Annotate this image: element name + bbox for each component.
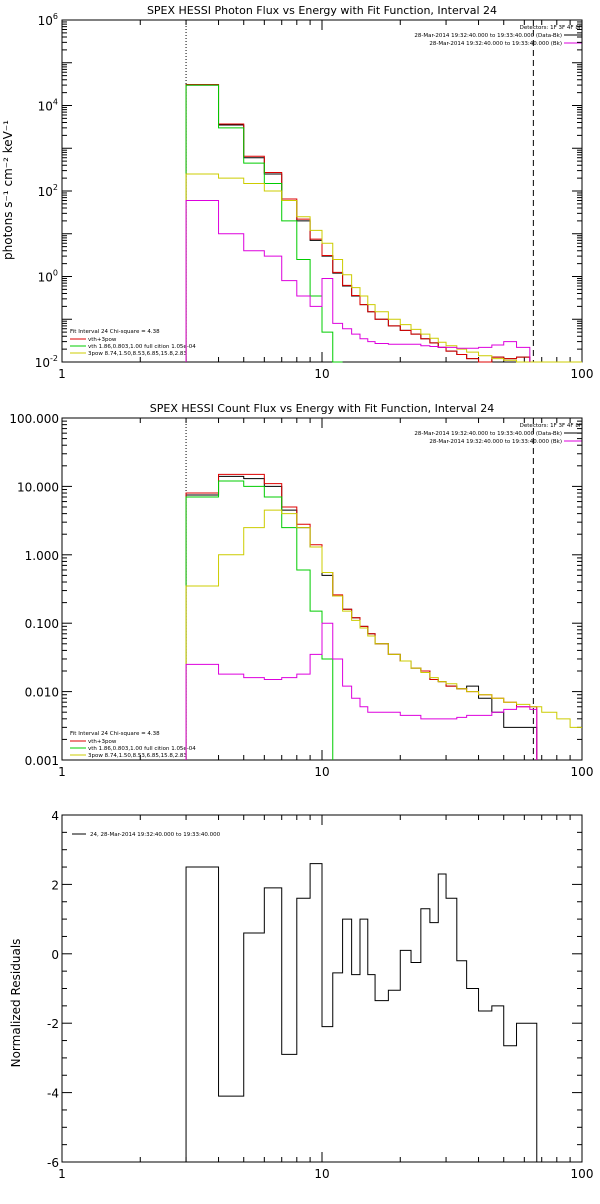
count-series-4 [185,622,538,760]
count-series-3 [185,509,582,760]
residuals-legend-label: 24, 28-Mar-2014 19:32:40.000 to 19:33:40… [90,832,221,838]
photon-y-tick-label: 10-2 [35,354,58,370]
count-fit-vth3pow: vth+3pow [88,739,117,745]
photon-flux-ylabel: photons s⁻¹ cm⁻² keV⁻¹ [1,120,15,260]
photon-x-tick-label: 100 [571,367,594,381]
residuals-y-tick-label: 4 [51,809,59,823]
photon-y-tick-label: 104 [38,98,58,114]
count-legend-header: Detectors: 1F 3F 4F 8F [520,423,582,429]
count-series-2 [185,480,334,760]
photon-series-3 [185,173,582,363]
count-x-tick-label: 1 [58,765,66,779]
residuals-panel: Normalized Residuals 24, 28-Mar-2014 19:… [9,809,593,1181]
residuals-y-tick-label: 0 [51,948,59,962]
count-y-tick-label: 100.000 [9,412,59,426]
count-flux-title: SPEX HESSI Count Flux vs Energy with Fit… [150,402,494,415]
photon-x-tick-label: 10 [314,367,329,381]
photon-y-tick-label: 106 [38,12,58,28]
photon-fit-header: Fit Interval 24 Chi-square = 4.38 [70,329,160,335]
count-series-0 [185,475,538,760]
photon-series-2 [185,84,343,363]
residuals-y-tick-label: 2 [51,878,59,892]
count-x-tick-label: 100 [571,765,594,779]
count-x-tick-label: 10 [314,765,329,779]
count-fit-vth: vth 1.86,0.803,1.00 full cition 1.05e-04 [88,746,196,752]
residuals-y-tick-label: -4 [47,1087,59,1101]
count-y-tick-label: 1.000 [25,549,59,563]
count-plot-frame [61,417,583,761]
residuals-ylabel: Normalized Residuals [9,939,23,1068]
residuals-x-tick-label: 10 [314,1167,329,1181]
count-flux-panel: SPEX HESSI Count Flux vs Energy with Fit… [9,402,593,779]
residuals-x-tick-label: 100 [571,1167,594,1181]
count-legend-data-bk: 28-Mar-2014 19:32:40.000 to 19:33:40.000… [414,431,562,437]
count-y-tick-label: 0.010 [25,686,59,700]
count-legend-bk: 28-Mar-2014 19:32:40.000 to 19:33:40.000… [429,439,562,445]
photon-legend-header: Detectors: 1F 3F 4F 8F [520,25,582,31]
count-fit-3pow: 3pow 8.74,1.50,8.53,6.85,15.8,2.83 [88,753,187,759]
residuals-series-0 [185,863,538,1162]
photon-series-4 [185,199,531,362]
photon-y-tick-label: 100 [38,269,58,285]
residuals-x-tick-label: 1 [58,1167,66,1181]
photon-flux-panel: SPEX HESSI Photon Flux vs Energy with Fi… [1,4,593,381]
residuals-y-tick-label: -2 [47,1017,59,1031]
count-y-tick-label: 10.000 [17,480,59,494]
photon-series-1 [185,83,531,363]
photon-y-tick-label: 102 [38,183,58,199]
photon-fit-3pow: 3pow 8.74,1.50,8.53,6.85,15.8,2.83 [88,351,187,357]
photon-legend-data-bk: 28-Mar-2014 19:32:40.000 to 19:33:40.000… [414,33,562,39]
photon-fit-vth: vth 1.86,0.803,1.00 full cition 1.05e-04 [88,344,196,350]
count-y-tick-label: 0.100 [25,617,59,631]
photon-x-tick-label: 1 [58,367,66,381]
residuals-y-tick-label: -6 [47,1156,59,1170]
count-y-tick-label: 0.001 [25,754,59,768]
count-series-1 [185,473,538,760]
photon-flux-title: SPEX HESSI Photon Flux vs Energy with Fi… [147,4,497,17]
photon-series-0 [185,84,531,363]
count-fit-header: Fit Interval 24 Chi-square = 4.38 [70,731,160,737]
photon-fit-vth3pow: vth+3pow [88,337,117,343]
photon-legend-bk: 28-Mar-2014 19:32:40.000 to 19:33:40.000… [429,41,562,47]
